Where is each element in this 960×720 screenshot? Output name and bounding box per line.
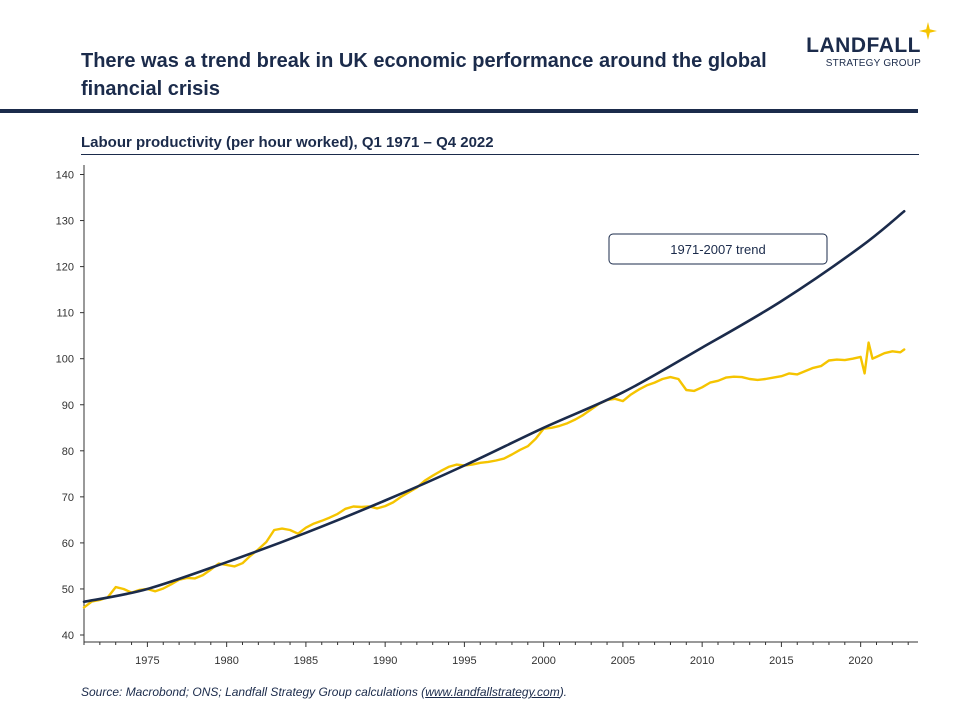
title-divider (0, 109, 918, 113)
y-tick-label: 50 (62, 584, 74, 596)
x-tick-label: 1975 (135, 655, 159, 667)
x-tick-label: 2000 (531, 655, 555, 667)
star-icon (919, 22, 937, 40)
landfall-logo: LANDFALL STRATEGY GROUP (806, 22, 943, 76)
y-tick-label: 100 (56, 354, 74, 366)
annotation-box (608, 233, 828, 265)
y-tick-label: 130 (56, 216, 74, 228)
chart-title-divider (81, 154, 919, 155)
y-tick-label: 40 (62, 630, 74, 642)
chart-title: Labour productivity (per hour worked), Q… (81, 134, 494, 151)
chart-series (82, 210, 906, 609)
y-tick-label: 90 (62, 400, 74, 412)
x-tick-label: 1980 (214, 655, 238, 667)
page-title: There was a trend break in UK economic p… (81, 50, 767, 100)
logo-name: LANDFALL (806, 34, 921, 57)
y-tick-label: 60 (62, 538, 74, 550)
chart-axes: 40 50 60 70 80 90 100 110 120 130 140 1975 1980 1985 1… (56, 165, 918, 667)
y-tick-label: 110 (56, 308, 74, 320)
y-tick-label: 80 (62, 446, 74, 458)
x-tick-label: 1990 (373, 655, 397, 667)
x-tick-label: 2015 (769, 655, 793, 667)
x-tick-label: 2020 (848, 655, 872, 667)
y-tick-label: 70 (62, 492, 74, 504)
logo-subtitle: STRATEGY GROUP (825, 58, 921, 69)
x-tick-label: 2010 (690, 655, 714, 667)
x-tick-label: 1985 (294, 655, 318, 667)
annotation-label: 1971-2007 trend (670, 242, 765, 257)
series-line-trend (82, 210, 906, 604)
source-note: Source: Macrobond; ONS; Landfall Strateg… (81, 684, 567, 700)
source-prefix: Source: Macrobond; ONS; Landfall Strateg… (81, 685, 426, 699)
x-tick-label: 1995 (452, 655, 476, 667)
x-tick-label: 2005 (611, 655, 635, 667)
series-line-productivity (82, 341, 906, 609)
source-suffix: ). (559, 685, 568, 699)
y-tick-label: 120 (56, 262, 74, 274)
y-tick-label: 140 (56, 170, 74, 182)
source-link[interactable]: www.landfallstrategy.com (425, 685, 560, 699)
chart-annotation: 1971-2007 trend (608, 233, 828, 265)
